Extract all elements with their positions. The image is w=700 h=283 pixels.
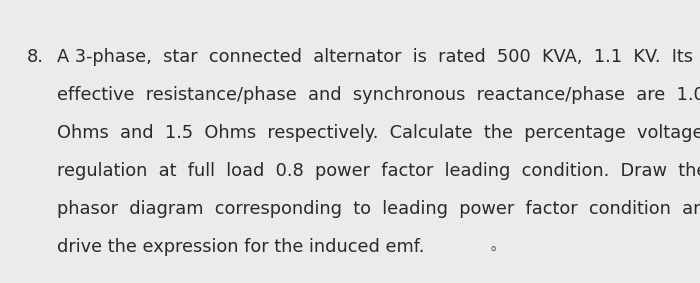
Text: drive the expression for the induced emf.: drive the expression for the induced emf… (57, 238, 425, 256)
Text: phasor  diagram  corresponding  to  leading  power  factor  condition  and: phasor diagram corresponding to leading … (57, 200, 700, 218)
Text: effective  resistance/phase  and  synchronous  reactance/phase  are  1.0: effective resistance/phase and synchrono… (57, 86, 700, 104)
Text: A 3-phase,  star  connected  alternator  is  rated  500  KVA,  1.1  KV.  Its: A 3-phase, star connected alternator is … (57, 48, 694, 66)
Text: °: ° (490, 246, 498, 261)
Text: regulation  at  full  load  0.8  power  factor  leading  condition.  Draw  the: regulation at full load 0.8 power factor… (57, 162, 700, 180)
Text: Ohms  and  1.5  Ohms  respectively.  Calculate  the  percentage  voltage: Ohms and 1.5 Ohms respectively. Calculat… (57, 124, 700, 142)
Text: 8.: 8. (27, 48, 43, 66)
